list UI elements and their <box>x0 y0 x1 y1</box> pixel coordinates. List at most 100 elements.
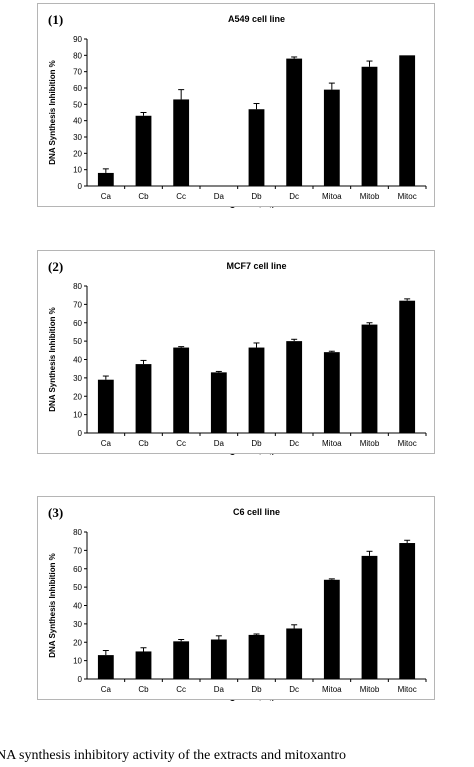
x-tick-label: Ca <box>101 439 112 448</box>
bar-ca <box>97 172 114 186</box>
y-tick-label: 30 <box>73 133 82 142</box>
bar-mitoa <box>323 352 340 433</box>
bar-mitob <box>361 66 378 186</box>
bar-cb <box>135 364 152 433</box>
bar-cc <box>173 641 190 679</box>
x-tick-label: Cc <box>176 685 186 694</box>
y-axis-title: DNA Synthesis Inhibition % <box>48 307 57 412</box>
x-tick-label: Db <box>251 685 262 694</box>
bar-mitoa <box>323 579 340 679</box>
y-tick-label: 80 <box>73 51 82 60</box>
y-tick-label: 10 <box>73 411 82 420</box>
bar-dc <box>286 58 303 186</box>
x-tick-label: Mitoc <box>398 439 417 448</box>
y-tick-label: 10 <box>73 166 82 175</box>
bar-da <box>210 639 227 679</box>
x-tick-label: Mitob <box>360 192 380 201</box>
y-tick-label: 20 <box>73 638 82 647</box>
x-tick-label: Db <box>251 192 262 201</box>
y-tick-label: 30 <box>73 374 82 383</box>
bar-mitoa <box>323 89 340 186</box>
y-tick-label: 40 <box>73 602 82 611</box>
y-tick-label: 0 <box>78 675 83 684</box>
y-tick-label: 20 <box>73 392 82 401</box>
y-tick-label: 60 <box>73 565 82 574</box>
y-tick-label: 80 <box>73 282 82 291</box>
bar-dc <box>286 628 303 679</box>
panel-label: (1) <box>48 12 64 27</box>
y-tick-label: 10 <box>73 657 82 666</box>
y-tick-label: 90 <box>73 35 82 44</box>
y-axis-title: DNA Synthesis Inhibition % <box>48 553 57 658</box>
bar-db <box>248 634 265 679</box>
x-tick-label: Mitob <box>360 439 380 448</box>
y-tick-label: 20 <box>73 149 82 158</box>
x-tick-label: Mitoa <box>322 685 342 694</box>
x-tick-label: Ca <box>101 685 112 694</box>
y-tick-label: 0 <box>78 429 83 438</box>
y-tick-label: 60 <box>73 319 82 328</box>
bar-mitoc <box>399 55 416 187</box>
bar-mitob <box>361 324 378 433</box>
x-tick-label: Dc <box>289 439 299 448</box>
chart-panel-c6: C6 cell line 0 10 20 30 40 50 60 70 80 Ca Cb Cc Da Db D… <box>37 496 435 701</box>
caption-text: DNA synthesis inhibitory activity of the… <box>0 748 347 763</box>
y-tick-label: 40 <box>73 356 82 365</box>
bar-cb <box>135 651 152 679</box>
x-tick-label: Dc <box>289 685 299 694</box>
figure-caption: DNA synthesis inhibitory activity of the… <box>0 747 474 767</box>
bar-da <box>210 372 227 433</box>
y-tick-label: 60 <box>73 84 82 93</box>
bar-ca <box>97 379 114 433</box>
x-axis-title: Concentration <box>229 206 283 208</box>
x-tick-label: Mitoa <box>322 439 342 448</box>
panel-label: (3) <box>48 505 64 520</box>
y-tick-label: 30 <box>73 620 82 629</box>
bar-db <box>248 347 265 433</box>
x-tick-label: Dc <box>289 192 299 201</box>
x-tick-label: Mitoc <box>398 192 417 201</box>
bar-db <box>248 109 265 186</box>
x-tick-label: Cc <box>176 192 186 201</box>
bar-mitoc <box>399 543 416 679</box>
bar-mitoc <box>399 300 416 433</box>
x-tick-label: Ca <box>101 192 112 201</box>
y-tick-label: 50 <box>73 583 82 592</box>
y-tick-label: 80 <box>73 528 82 537</box>
y-tick-label: 70 <box>73 546 82 555</box>
x-tick-label: Da <box>214 685 225 694</box>
chart-title: C6 cell line <box>233 507 280 517</box>
bar-cc <box>173 99 190 186</box>
x-tick-label: Mitoa <box>322 192 342 201</box>
bar-dc <box>286 341 303 433</box>
y-tick-label: 40 <box>73 117 82 126</box>
bar-cb <box>135 115 152 186</box>
x-tick-label: Cb <box>138 192 149 201</box>
y-tick-label: 70 <box>73 68 82 77</box>
chart-svg-mcf7: MCF7 cell line 0 10 20 30 40 50 60 70 80 Ca Cb Cc Da D… <box>48 261 427 455</box>
y-tick-label: 70 <box>73 300 82 309</box>
chart-panel-mcf7: MCF7 cell line 0 10 20 30 40 50 60 70 80 Ca Cb Cc Da D… <box>37 250 435 455</box>
x-tick-label: Da <box>214 439 225 448</box>
bar-ca <box>97 655 114 679</box>
x-tick-label: Cb <box>138 439 149 448</box>
panel-label: (2) <box>48 259 64 274</box>
y-tick-label: 0 <box>78 182 83 191</box>
x-axis-title: Concentration <box>229 699 283 701</box>
x-axis-title: Concentration <box>229 453 283 455</box>
x-tick-label: Cb <box>138 685 149 694</box>
chart-panel-a549: A549 cell line 0 10 20 30 40 50 60 70 80 90 Ca Cb Cc D… <box>37 3 435 208</box>
y-axis-title: DNA Synthesis Inhibition % <box>48 60 57 165</box>
x-tick-label: Da <box>214 192 225 201</box>
x-tick-label: Db <box>251 439 262 448</box>
bar-mitob <box>361 555 378 679</box>
chart-title: MCF7 cell line <box>226 261 286 271</box>
y-tick-label: 50 <box>73 337 82 346</box>
x-tick-label: Mitoc <box>398 685 417 694</box>
y-tick-label: 50 <box>73 100 82 109</box>
chart-svg-c6: C6 cell line 0 10 20 30 40 50 60 70 80 Ca Cb Cc Da Db D… <box>48 507 427 701</box>
chart-title: A549 cell line <box>228 14 285 24</box>
chart-svg-a549: A549 cell line 0 10 20 30 40 50 60 70 80 90 Ca Cb Cc D… <box>48 14 427 208</box>
x-tick-label: Mitob <box>360 685 380 694</box>
bar-cc <box>173 347 190 433</box>
